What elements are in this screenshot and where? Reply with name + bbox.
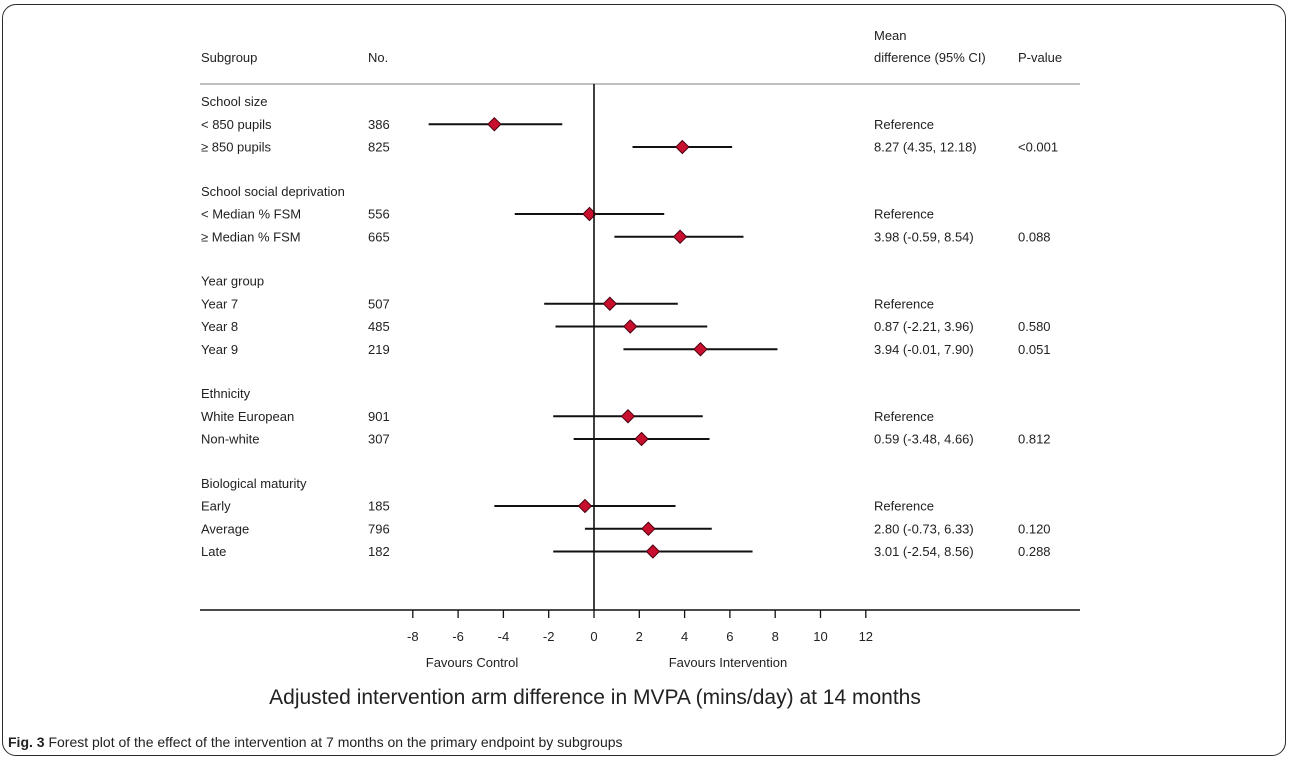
- row-label: Year 7: [201, 296, 238, 311]
- row-pvalue: 0.088: [1018, 229, 1051, 244]
- point-marker: [623, 319, 638, 334]
- row-pvalue: 0.580: [1018, 319, 1051, 334]
- x-tick-label: -6: [452, 629, 464, 644]
- point-marker: [487, 117, 502, 132]
- row-estimate: 3.98 (-0.59, 8.54): [874, 229, 974, 244]
- point-marker: [641, 521, 656, 536]
- point-marker: [675, 139, 690, 155]
- row-pvalue: 0.288: [1018, 544, 1051, 559]
- row-n: 307: [368, 432, 390, 447]
- row-estimate: 3.01 (-2.54, 8.56): [874, 544, 974, 559]
- row-label: Late: [201, 544, 226, 559]
- header-estimate-line2: difference (95% CI): [874, 50, 986, 65]
- header-estimate-line1: Mean: [874, 28, 907, 43]
- point-marker: [693, 342, 708, 357]
- row-label: Year 9: [201, 342, 238, 357]
- group-title: Biological maturity: [201, 476, 307, 491]
- row-label: < Median % FSM: [201, 207, 301, 222]
- forest-plot: Subgroup No. Mean difference (95% CI) P-valu…: [200, 28, 1080, 709]
- row-estimate: 8.27 (4.35, 12.18): [874, 140, 977, 155]
- group-title: Ethnicity: [201, 386, 251, 401]
- row-pvalue: <0.001: [1018, 140, 1058, 155]
- point-marker: [577, 498, 593, 514]
- row-n: 796: [368, 521, 390, 536]
- row-pvalue: 0.812: [1018, 432, 1051, 447]
- group-title: School social deprivation: [201, 184, 345, 199]
- point-marker: [634, 431, 649, 447]
- x-tick-label: -4: [498, 629, 510, 644]
- x-tick-label: -2: [543, 629, 555, 644]
- row-n: 182: [368, 544, 390, 559]
- header-n: No.: [368, 50, 388, 65]
- figure-caption: Fig. 3 Forest plot of the effect of the …: [8, 734, 623, 750]
- x-tick-label: -8: [407, 629, 419, 644]
- row-estimate: Reference: [874, 409, 934, 424]
- point-marker: [645, 544, 661, 559]
- row-estimate: Reference: [874, 207, 934, 222]
- row-n: 901: [368, 409, 390, 424]
- row-label: Average: [201, 521, 249, 536]
- row-estimate: 0.59 (-3.48, 4.66): [874, 432, 974, 447]
- row-estimate: Reference: [874, 117, 934, 132]
- x-axis-title: Adjusted intervention arm difference in …: [269, 686, 921, 709]
- row-label: Non-white: [201, 432, 260, 447]
- row-label: ≥ 850 pupils: [201, 140, 272, 155]
- caption-text: Forest plot of the effect of the interve…: [48, 734, 623, 750]
- point-marker: [672, 229, 688, 244]
- row-label: Early: [201, 499, 231, 514]
- row-estimate: Reference: [874, 296, 934, 311]
- header-subgroup: Subgroup: [201, 50, 257, 65]
- row-n: 386: [368, 117, 390, 132]
- header-pvalue: P-value: [1018, 50, 1062, 65]
- row-n: 185: [368, 499, 390, 514]
- x-tick-label: 8: [772, 629, 779, 644]
- row-estimate: 3.94 (-0.01, 7.90): [874, 342, 974, 357]
- row-estimate: 2.80 (-0.73, 6.33): [874, 521, 974, 536]
- x-tick-label: 0: [590, 629, 597, 644]
- row-estimate: 0.87 (-2.21, 3.96): [874, 319, 974, 334]
- row-label: White European: [201, 409, 294, 424]
- point-marker: [620, 409, 636, 424]
- row-label: ≥ Median % FSM: [201, 229, 301, 244]
- point-marker: [602, 296, 618, 311]
- x-sublabel-left: Favours Control: [426, 655, 519, 670]
- row-n: 219: [368, 342, 390, 357]
- row-n: 556: [368, 207, 390, 222]
- x-sublabel-right: Favours Intervention: [669, 655, 788, 670]
- row-label: Year 8: [201, 319, 238, 334]
- x-tick-label: 12: [859, 629, 873, 644]
- row-n: 485: [368, 319, 390, 334]
- caption-label: Fig. 3: [8, 734, 45, 750]
- row-label: < 850 pupils: [201, 117, 272, 132]
- row-n: 507: [368, 296, 390, 311]
- x-tick-label: 4: [681, 629, 688, 644]
- group-title: School size: [201, 94, 267, 109]
- row-pvalue: 0.120: [1018, 521, 1051, 536]
- x-tick-label: 2: [636, 629, 643, 644]
- row-estimate: Reference: [874, 499, 934, 514]
- group-title: Year group: [201, 274, 264, 289]
- row-n: 665: [368, 229, 390, 244]
- x-tick-label: 10: [813, 629, 827, 644]
- row-pvalue: 0.051: [1018, 342, 1051, 357]
- x-tick-label: 6: [726, 629, 733, 644]
- row-n: 825: [368, 140, 390, 155]
- figure-frame: [2, 4, 1286, 756]
